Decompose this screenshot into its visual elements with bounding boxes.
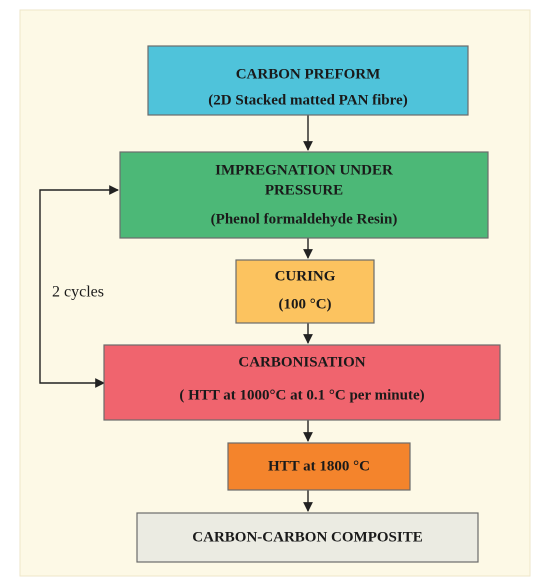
node-text: (Phenol formaldehyde Resin)	[211, 211, 398, 227]
node-text: IMPREGNATION UNDER	[215, 162, 393, 178]
node-text: HTT at 1800 °C	[268, 458, 370, 474]
node-text: CURING	[275, 268, 336, 284]
node-text: (2D Stacked matted PAN fibre)	[208, 92, 407, 108]
node-box	[136, 512, 479, 563]
node-text: CARBONISATION	[238, 354, 365, 370]
node-text: CARBON PREFORM	[236, 66, 381, 82]
node-text: (100 °C)	[278, 296, 331, 312]
connectors	[39, 115, 313, 512]
node-box	[235, 259, 375, 324]
node-text: ( HTT at 1000°C at 0.1 °C per minute)	[179, 387, 424, 403]
node-box	[119, 151, 489, 239]
node-box	[227, 442, 411, 491]
node-text: CARBON-CARBON COMPOSITE	[192, 529, 422, 545]
loop-label: 2 cycles	[52, 284, 104, 301]
node-text: PRESSURE	[265, 182, 343, 198]
node-box	[147, 45, 469, 116]
node-box	[103, 344, 501, 421]
